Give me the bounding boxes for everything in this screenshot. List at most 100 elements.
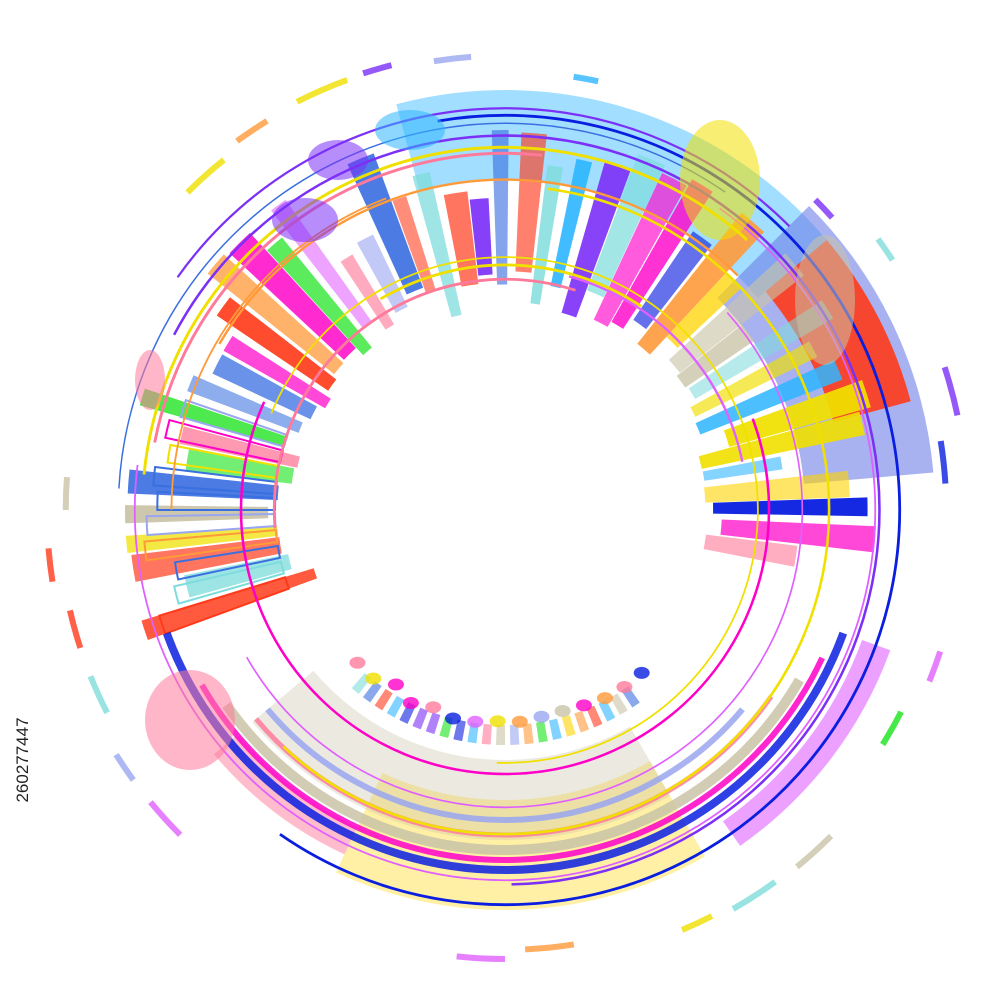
- dot: [554, 704, 571, 717]
- dash: [875, 237, 895, 262]
- ellipse: [308, 140, 368, 180]
- radial-bar: [267, 237, 372, 356]
- dash: [795, 833, 834, 870]
- dash: [731, 879, 777, 912]
- dash: [941, 366, 961, 416]
- dash: [524, 941, 575, 953]
- radial-bar: [593, 173, 687, 327]
- radial-bar: [179, 426, 300, 468]
- thin-arc: [568, 275, 744, 462]
- dot: [616, 681, 633, 694]
- radial-bar: [207, 254, 344, 375]
- small-block: [481, 723, 492, 745]
- small-block: [610, 693, 628, 715]
- dot: [387, 678, 404, 691]
- small-block: [522, 723, 534, 745]
- radial-bar: [688, 300, 834, 399]
- radial-bar: [695, 359, 843, 435]
- radial-bar: [611, 179, 713, 329]
- thin-arc: [270, 256, 759, 764]
- radial-bar: [392, 196, 436, 294]
- small-block: [374, 688, 393, 711]
- radial-bar: [141, 568, 318, 640]
- dot: [402, 697, 419, 710]
- thick-arc: [265, 707, 745, 823]
- dash: [45, 548, 56, 583]
- dot: [633, 666, 650, 679]
- thick-arc: [162, 631, 848, 874]
- thin-arc: [245, 312, 804, 809]
- radial-bar: [356, 234, 408, 313]
- dot: [511, 715, 528, 728]
- dash: [87, 675, 110, 715]
- dash: [67, 609, 84, 649]
- small-block: [586, 705, 603, 728]
- thin-arc: [282, 187, 831, 836]
- thin-arc: [218, 178, 739, 345]
- image-id: 260277447: [13, 717, 32, 802]
- radial-bar: [668, 253, 805, 373]
- dash: [937, 440, 949, 484]
- dash: [113, 753, 136, 782]
- sector: [722, 639, 891, 846]
- dash: [185, 157, 226, 195]
- radial-bar: [469, 198, 493, 276]
- dot: [365, 672, 382, 685]
- dot: [597, 692, 614, 705]
- dash: [148, 800, 183, 837]
- thin-arc: [272, 277, 576, 529]
- dash: [235, 118, 269, 144]
- radial-bar: [223, 335, 331, 409]
- circular-pattern: [45, 53, 961, 963]
- dot: [445, 712, 462, 725]
- small-block: [412, 707, 428, 730]
- radial-bar: [216, 297, 337, 391]
- dash: [813, 197, 835, 220]
- dash: [680, 913, 714, 933]
- dash: [573, 73, 599, 85]
- small-block: [386, 695, 405, 718]
- thin-arc: [379, 263, 643, 308]
- small-block: [548, 718, 562, 741]
- small-block: [495, 724, 505, 745]
- radial-bar: [443, 191, 479, 287]
- outline-box: [143, 528, 279, 562]
- radial-bar: [637, 212, 765, 355]
- small-block: [536, 721, 548, 743]
- radial-bar: [702, 456, 783, 481]
- small-block: [453, 719, 466, 742]
- radial-bar: [704, 470, 850, 503]
- thin-arc: [239, 401, 771, 776]
- radial-bar: [676, 324, 755, 388]
- dash: [456, 953, 506, 963]
- dash: [926, 650, 944, 683]
- outline-box: [172, 560, 286, 605]
- radial-bar: [185, 447, 295, 484]
- ellipse: [375, 110, 445, 150]
- ellipse: [795, 235, 855, 365]
- radial-bar: [703, 534, 798, 567]
- small-block: [362, 681, 382, 703]
- radial-bar: [530, 165, 563, 305]
- outline-box: [173, 544, 282, 581]
- radial-bar: [187, 375, 303, 433]
- radial-bar: [139, 388, 288, 447]
- radial-bar: [690, 341, 818, 417]
- radial-bar: [720, 519, 876, 553]
- dash: [362, 62, 393, 77]
- radial-bar: [347, 153, 424, 295]
- ellipse: [135, 350, 165, 410]
- radial-bar: [515, 132, 547, 273]
- small-block: [425, 712, 441, 735]
- dot: [533, 710, 550, 723]
- radial-bar: [491, 130, 509, 285]
- small-block: [574, 710, 590, 733]
- radial-bar: [723, 380, 871, 448]
- radial-bar: [412, 171, 462, 318]
- radial-bar: [587, 154, 666, 298]
- dash: [62, 476, 70, 511]
- thin-arc: [279, 113, 902, 907]
- small-block: [598, 699, 616, 722]
- ellipse: [680, 120, 760, 240]
